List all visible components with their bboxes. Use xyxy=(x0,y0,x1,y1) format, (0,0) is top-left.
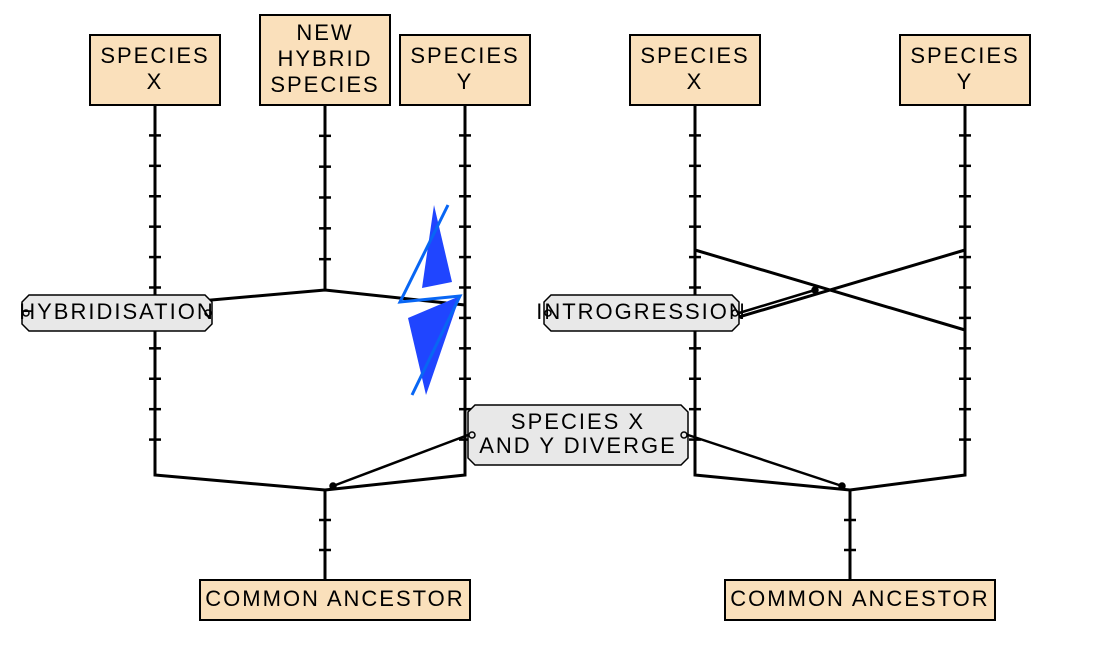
left-species-x-box-label: X xyxy=(147,69,164,94)
left-species-y-box-label: Y xyxy=(457,69,474,94)
left-species-y-box-label: SPECIES xyxy=(410,43,519,68)
right-species-x-box-label: SPECIES xyxy=(640,43,749,68)
introgression-tag-label: INTROGRESSION xyxy=(536,299,747,324)
diverge-tag-label: AND Y DIVERGE xyxy=(479,433,677,458)
diverge-tag-pin-right xyxy=(681,432,687,438)
hybridisation-tag-label: HYBRIDISATION xyxy=(19,299,215,324)
left-hybrid-box-label: NEW xyxy=(296,20,353,45)
diverge-leader-right xyxy=(688,435,842,486)
introgression-leader-dot xyxy=(812,287,818,293)
left-species-x-box-label: SPECIES xyxy=(100,43,209,68)
diverge-tag-pin-left xyxy=(469,432,475,438)
diagram-canvas: SPECIESXNEWHYBRIDSPECIESSPECIESYCOMMON A… xyxy=(0,0,1100,646)
diverge-leader-right-dot xyxy=(839,483,845,489)
left-ancestor-box-label: COMMON ANCESTOR xyxy=(205,586,464,611)
left-hybrid-box-label: SPECIES xyxy=(270,72,379,97)
diverge-tag-label: SPECIES X xyxy=(511,409,645,434)
right-ancestor-box-label: COMMON ANCESTOR xyxy=(730,586,989,611)
introgression-leader xyxy=(739,290,815,313)
right-branch-y xyxy=(850,105,965,490)
right-species-y-box-label: Y xyxy=(957,69,974,94)
right-species-y-box-label: SPECIES xyxy=(910,43,1019,68)
lightning-icon xyxy=(400,205,460,395)
diverge-leader-left-dot xyxy=(330,483,336,489)
right-species-x-box-label: X xyxy=(687,69,704,94)
left-hybrid-box-label: HYBRID xyxy=(277,46,372,71)
